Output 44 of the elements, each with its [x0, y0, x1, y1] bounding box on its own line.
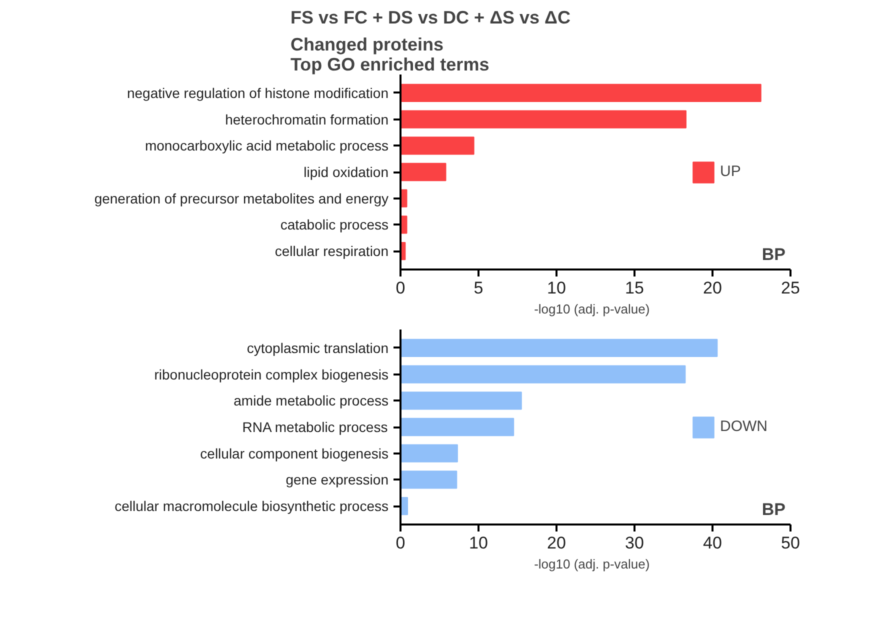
- chart-title: FS vs FC + DS vs DC + ΔS vs ΔC: [290, 8, 570, 28]
- bar: [400, 136, 474, 155]
- x-tick-label: 15: [625, 278, 644, 298]
- annotation: BP: [762, 500, 786, 520]
- y-tick-label: amide metabolic process: [234, 392, 389, 409]
- x-tick-label: 20: [547, 534, 566, 552]
- x-tick-label: 40: [703, 534, 722, 552]
- y-tick-label: generation of precursor metabolites and energy: [94, 190, 389, 206]
- y-tick-label: cytoplasmic translation: [246, 340, 389, 356]
- bar: [400, 392, 522, 410]
- y-tick-label: heterochromatin formation: [225, 111, 389, 128]
- x-tick-label: 5: [474, 278, 484, 298]
- y-tick-label: cellular component biogenesis: [200, 445, 389, 462]
- y-tick-label: monocarboxylic acid metabolic process: [144, 138, 389, 154]
- y-tick-label: cellular respiration: [274, 243, 389, 260]
- y-tick-label: negative regulation of histone modification: [127, 84, 389, 101]
- x-tick-label: 30: [625, 534, 644, 552]
- x-tick-label: 0: [396, 534, 406, 552]
- chart-subtitle: Changed proteins Top GO enriched terms: [290, 34, 490, 74]
- legend-label: DOWN: [720, 418, 768, 435]
- bar: [400, 470, 458, 489]
- x-tick-label: 10: [469, 534, 488, 552]
- x-tick-label: 25: [781, 278, 800, 298]
- y-tick-label: RNA metabolic process: [242, 419, 388, 435]
- bar: [400, 110, 686, 128]
- x-tick-label: 10: [547, 278, 566, 298]
- x-axis-title: -log10 (adj. p-value): [534, 302, 650, 316]
- x-axis-title: -log10 (adj. p-value): [534, 556, 650, 572]
- x-tick-label: 50: [781, 534, 800, 552]
- bar: [400, 418, 514, 436]
- y-tick-label: catabolic process: [280, 216, 389, 233]
- bar: [400, 365, 686, 384]
- bar: [400, 84, 762, 102]
- bar: [400, 162, 446, 182]
- annotation: BP: [762, 245, 786, 264]
- y-tick-label: cellular macromolecule biosynthetic process: [114, 498, 389, 514]
- bar: [400, 444, 458, 462]
- x-tick-label: 20: [703, 278, 722, 298]
- y-tick-label: ribonucleoprotein complex biogenesis: [154, 366, 389, 382]
- x-tick-label: 0: [396, 278, 406, 298]
- legend-label: UP: [720, 163, 742, 180]
- y-tick-label: lipid oxidation: [304, 164, 389, 180]
- bar: [400, 338, 718, 358]
- y-tick-label: gene expression: [286, 472, 389, 488]
